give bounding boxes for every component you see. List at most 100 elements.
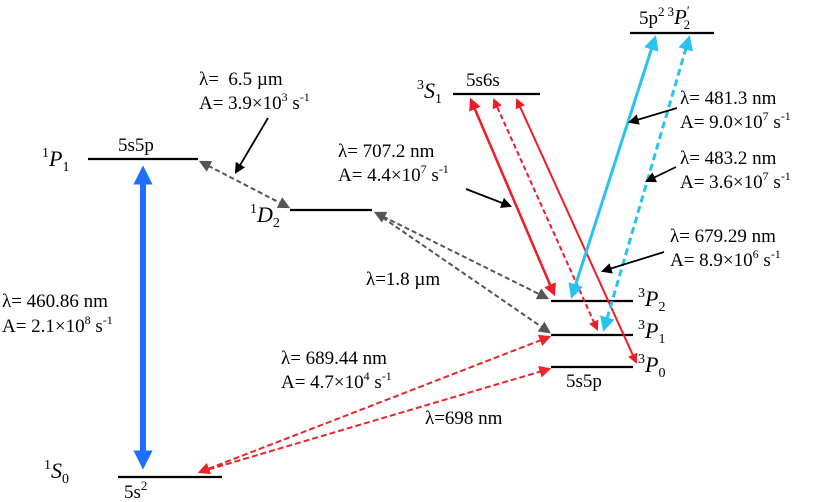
- label-3P2: 3P2: [638, 286, 665, 315]
- pointer-679nm: [600, 251, 665, 274]
- t483-A-post: s: [769, 172, 781, 193]
- label-top-prime: ′: [687, 3, 690, 18]
- label-top-sup: 3: [668, 4, 675, 19]
- t483-A-exp: 7: [763, 169, 769, 183]
- label-3P0-sub: 0: [658, 366, 665, 381]
- t707-A-unit: -1: [439, 162, 449, 176]
- label-3P2-term: P: [644, 286, 658, 311]
- t6500-A-pre: A= 3.9×10: [199, 93, 282, 114]
- label-1P1-sub: 1: [62, 160, 69, 175]
- arrow-689nm: [197, 334, 552, 475]
- config-5s5p-singlet: 5s5p: [118, 135, 154, 156]
- t679-A-exp: 6: [753, 247, 759, 261]
- label-3P1-sup: 3: [638, 318, 645, 333]
- label-3P0-sup: 3: [638, 352, 645, 367]
- arrow-481nm: [568, 35, 659, 299]
- pointer-707nm: [465, 188, 513, 208]
- label-3P1-sub: 1: [658, 332, 665, 347]
- t481-A: A= 9.0×107 s-1: [680, 109, 791, 133]
- label-1D2: 1D2: [250, 202, 280, 231]
- label-3P2-sub: 2: [658, 300, 665, 315]
- t707-A-post: s: [427, 165, 439, 186]
- label-3P0: 3P0: [638, 352, 665, 381]
- level-labels: 1P1 5s5p 1S0 5s2 1D2 3S1 5s6s 3P2 3P1 3P…: [42, 3, 690, 502]
- pointer-arrows: [234, 107, 678, 274]
- t481-lambda: λ= 481.3 nm: [680, 88, 777, 109]
- label-3P1-term: P: [644, 318, 658, 343]
- t689-A: A= 4.7×104 s-1: [281, 369, 392, 393]
- label-top-term: P: [673, 5, 687, 29]
- t689-A-post: s: [370, 372, 382, 393]
- label-1D2-sub: 2: [273, 216, 280, 231]
- label-1P1: 1P1: [42, 146, 69, 175]
- t689-A-exp: 4: [364, 369, 370, 383]
- t707-lambda: λ= 707.2 nm: [338, 141, 435, 162]
- t679-A: A= 8.9×106 s-1: [670, 247, 781, 271]
- label-top-config: 5p: [639, 8, 658, 29]
- t483-A-pre: A= 3.6×10: [680, 172, 763, 193]
- level-lines: [88, 31, 714, 479]
- t460-lambda: λ= 460.86 nm: [2, 291, 108, 312]
- transition-arrows: [133, 35, 693, 475]
- label-1P1-term: P: [48, 146, 62, 171]
- arrow-1.8um-3P1: [375, 212, 551, 334]
- label-top-sub: 2: [684, 17, 691, 32]
- label-1S0-sup: 1: [44, 458, 51, 473]
- t460-A: A= 2.1×108 s-1: [2, 313, 113, 337]
- t1800-lambda: λ=1.8 µm: [366, 269, 440, 290]
- annotations: λ= 460.86 nm A= 2.1×108 s-1 λ= 6.5 µm A=…: [2, 69, 791, 429]
- label-1D2-sup: 1: [250, 202, 257, 217]
- label-3S1-term: S: [424, 78, 435, 103]
- t679-A-unit: -1: [771, 247, 781, 261]
- label-1D2-term: D: [256, 202, 273, 227]
- pointer-6.5um: [234, 117, 269, 174]
- label-1P1-sup: 1: [42, 146, 49, 161]
- label-3P1: 3P1: [638, 318, 665, 347]
- t707-A-exp: 7: [421, 162, 427, 176]
- config-5s6s: 5s6s: [466, 70, 500, 91]
- t679-lambda: λ= 679.29 nm: [670, 226, 776, 247]
- arrow-483nm: [600, 35, 693, 332]
- t707-A: A= 4.4×107 s-1: [338, 162, 449, 186]
- config-5s2-sup: 2: [141, 478, 148, 493]
- arrow-698nm: [199, 365, 552, 473]
- pointer-481nm: [627, 107, 678, 125]
- t689-A-unit: -1: [382, 369, 392, 383]
- label-3P0-term: P: [644, 352, 658, 377]
- t483-lambda: λ= 483.2 nm: [680, 148, 777, 169]
- config-5s5p-triplet: 5s5p: [566, 371, 602, 392]
- t6500-A: A= 3.9×103 s-1: [199, 90, 310, 114]
- config-5s2-base: 5s: [124, 482, 141, 502]
- label-3S1-sup: 3: [417, 78, 424, 93]
- label-1S0: 1S0: [44, 458, 69, 487]
- t460-A-post: s: [91, 316, 103, 337]
- t481-A-unit: -1: [781, 109, 791, 123]
- label-3S1-sub: 1: [435, 92, 442, 107]
- t6500-A-exp: 3: [282, 90, 288, 104]
- t460-A-exp: 8: [85, 313, 91, 327]
- t481-A-post: s: [769, 112, 781, 133]
- t483-A: A= 3.6×107 s-1: [680, 169, 791, 193]
- arrow-6.5um: [198, 160, 291, 209]
- t460-A-unit: -1: [103, 313, 113, 327]
- t6500-A-unit: -1: [300, 90, 310, 104]
- t698-lambda: λ=698 nm: [425, 408, 503, 429]
- t679-A-pre: A= 8.9×10: [670, 250, 753, 271]
- t481-A-pre: A= 9.0×10: [680, 112, 763, 133]
- label-1S0-sub: 0: [62, 472, 69, 487]
- config-5s2: 5s2: [124, 478, 147, 502]
- label-3P2-sup: 3: [638, 286, 645, 301]
- label-3S1: 3S1: [417, 78, 442, 107]
- pointer-483nm: [645, 166, 677, 183]
- t481-A-exp: 7: [763, 109, 769, 123]
- label-1S0-term: S: [51, 458, 62, 483]
- t483-A-unit: -1: [781, 169, 791, 183]
- t6500-A-post: s: [288, 93, 300, 114]
- label-5p2-3P2prime: 5p2 3P′ 2: [639, 3, 690, 32]
- t689-lambda: λ= 689.44 nm: [281, 348, 387, 369]
- t460-A-pre: A= 2.1×10: [2, 316, 85, 337]
- arrow-707nm: [469, 97, 556, 297]
- t689-A-pre: A= 4.7×10: [281, 372, 364, 393]
- t707-A-pre: A= 4.4×10: [338, 165, 421, 186]
